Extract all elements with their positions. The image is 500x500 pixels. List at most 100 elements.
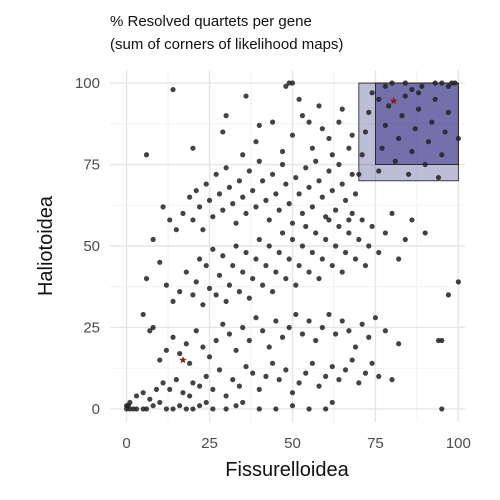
data-point — [163, 406, 170, 412]
data-point — [190, 145, 196, 151]
data-point — [190, 217, 196, 223]
data-point — [359, 152, 365, 158]
data-point — [439, 80, 445, 86]
data-point — [429, 119, 435, 125]
data-point — [319, 256, 325, 262]
data-point — [313, 337, 319, 344]
data-point — [286, 324, 292, 331]
data-point — [296, 262, 302, 269]
data-point — [220, 207, 226, 213]
data-point — [203, 399, 209, 406]
data-point — [362, 129, 369, 135]
data-point — [409, 217, 415, 223]
data-point — [190, 406, 196, 412]
data-point — [220, 129, 226, 135]
data-point — [439, 406, 445, 412]
data-point — [240, 399, 246, 406]
data-point — [336, 223, 342, 230]
data-point — [339, 106, 345, 112]
data-point — [283, 83, 289, 89]
data-point — [183, 406, 189, 412]
data-point — [366, 334, 372, 340]
data-point — [379, 145, 385, 151]
data-point — [187, 360, 193, 366]
data-point — [316, 275, 322, 282]
data-point — [309, 204, 315, 210]
highlight-star-point — [389, 96, 398, 105]
data-point — [253, 139, 259, 145]
data-point — [170, 86, 176, 93]
y-tick-label: 50 — [83, 238, 100, 255]
data-point — [273, 406, 279, 412]
data-point — [150, 403, 156, 409]
data-point — [425, 139, 432, 145]
data-point — [210, 246, 216, 252]
data-point — [369, 360, 375, 366]
data-point — [143, 406, 150, 412]
data-point — [346, 328, 352, 334]
data-point — [193, 328, 199, 334]
data-point — [439, 337, 445, 344]
x-tick-label: 50 — [284, 435, 301, 452]
data-point — [346, 217, 352, 223]
data-point — [329, 399, 335, 406]
data-point — [210, 406, 216, 412]
data-point — [163, 347, 170, 353]
data-point — [183, 269, 189, 275]
data-point — [316, 103, 322, 109]
data-point — [147, 396, 153, 402]
data-point — [289, 80, 296, 86]
data-point — [250, 275, 256, 282]
data-point — [236, 383, 242, 389]
x-axis-title: Fissurelloidea — [225, 459, 349, 481]
data-point — [210, 386, 216, 393]
data-point — [233, 243, 239, 249]
data-point — [349, 171, 355, 177]
data-point — [339, 181, 345, 187]
data-point — [150, 236, 156, 243]
data-point — [306, 406, 312, 412]
highlight-region-1 — [375, 82, 459, 165]
data-point — [359, 321, 365, 327]
data-point — [173, 227, 179, 233]
data-point — [386, 103, 392, 109]
y-tick-label: 100 — [75, 75, 100, 92]
data-point — [336, 161, 342, 168]
data-point — [230, 377, 236, 383]
data-point — [326, 168, 332, 174]
data-point — [329, 262, 335, 269]
chart-title-line-1: % Resolved quartets per gene — [110, 13, 312, 30]
data-point — [399, 113, 405, 119]
data-point — [243, 249, 249, 256]
data-point — [243, 210, 249, 217]
data-point — [326, 135, 332, 142]
data-point — [382, 230, 388, 236]
data-point — [216, 191, 223, 197]
data-point — [193, 279, 199, 285]
data-point — [226, 282, 233, 288]
data-point — [260, 328, 266, 334]
data-point — [303, 370, 309, 376]
data-point — [396, 135, 402, 142]
data-point — [236, 178, 242, 184]
data-point — [356, 380, 362, 386]
data-point — [256, 406, 262, 412]
data-point — [316, 178, 322, 184]
data-point — [223, 406, 229, 412]
data-point — [273, 191, 279, 197]
data-point — [143, 275, 150, 282]
data-point — [196, 403, 203, 409]
data-point — [356, 171, 362, 177]
data-point — [342, 197, 349, 203]
data-point — [445, 292, 452, 298]
data-point — [303, 165, 309, 171]
data-point — [140, 311, 146, 318]
data-point — [346, 145, 352, 151]
data-point — [203, 262, 209, 269]
data-point — [313, 158, 319, 164]
data-point — [193, 187, 199, 194]
data-point — [352, 344, 359, 350]
data-point — [299, 331, 306, 337]
y-tick-label: 75 — [83, 157, 100, 174]
data-point — [336, 119, 342, 125]
